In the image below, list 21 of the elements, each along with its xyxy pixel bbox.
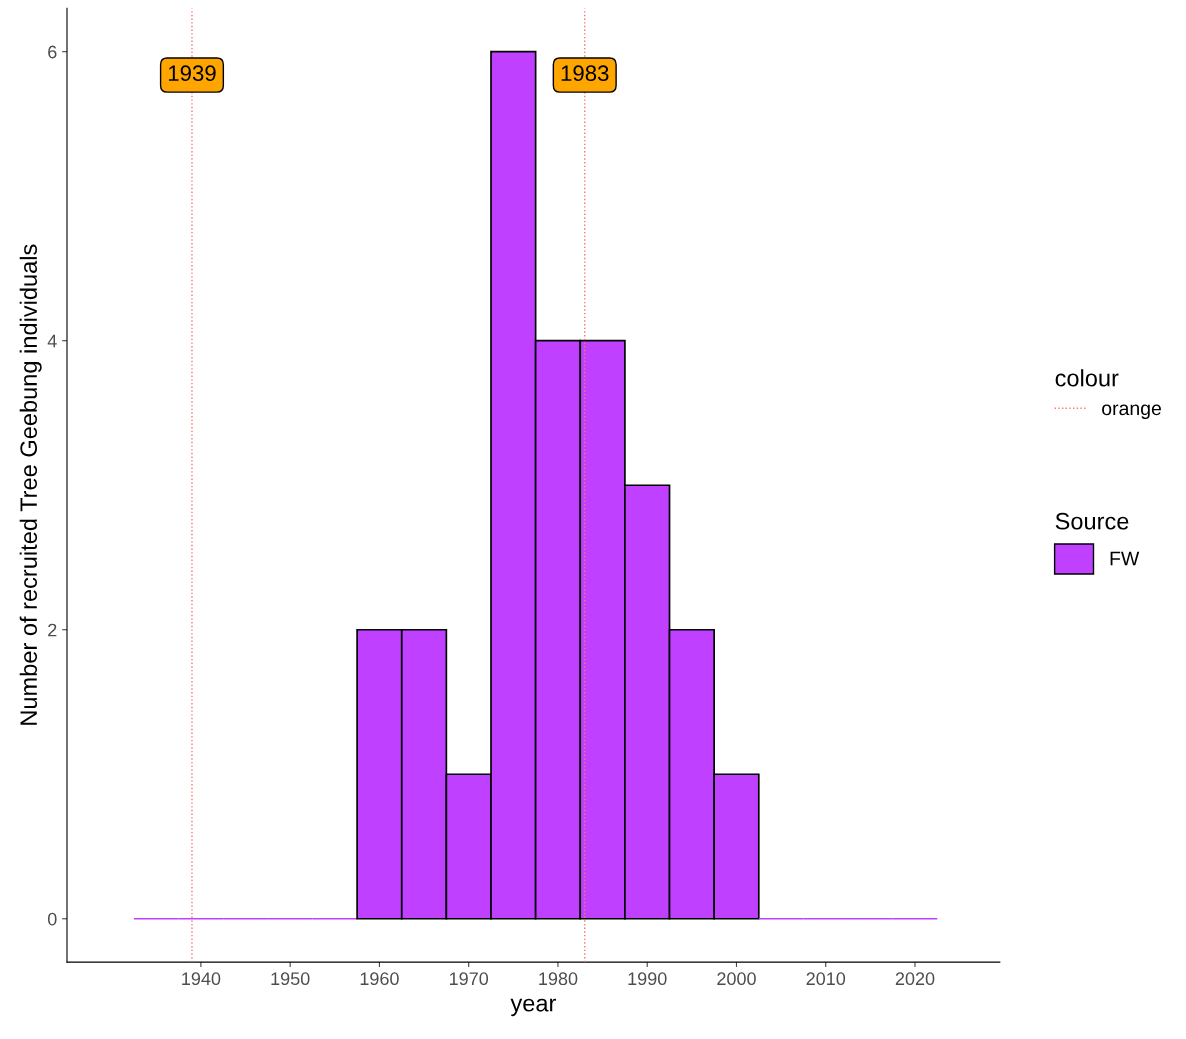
y-tick-label: 6 <box>48 45 57 59</box>
x-axis-title: year <box>510 998 556 1017</box>
x-tick-label: 2020 <box>895 972 935 986</box>
ref-line-label: 1983 <box>561 65 609 82</box>
ref-line-label: 1939 <box>168 65 216 82</box>
y-tick-label: 0 <box>47 912 57 926</box>
x-tick-label: 1940 <box>182 972 221 986</box>
x-tick-label: 1990 <box>628 972 667 986</box>
x-tick-label: 2010 <box>806 972 846 986</box>
x-tick-label: 2000 <box>717 972 756 986</box>
y-axis-title: Number of recruited Tree Geebung individuals <box>19 244 42 725</box>
x-tick-label: 1980 <box>539 972 578 986</box>
text: orange <box>1102 404 1161 420</box>
x-tick-label: 1970 <box>449 972 489 986</box>
x-tick-label: 1950 <box>271 972 310 986</box>
y-tick-label: 2 <box>48 623 57 637</box>
legend-label: FW <box>1110 551 1140 566</box>
x-tick-label: 1960 <box>360 972 399 986</box>
text: colour <box>1055 369 1119 387</box>
legend-title: Source <box>1055 512 1129 530</box>
y-tick-label: 4 <box>47 334 57 348</box>
